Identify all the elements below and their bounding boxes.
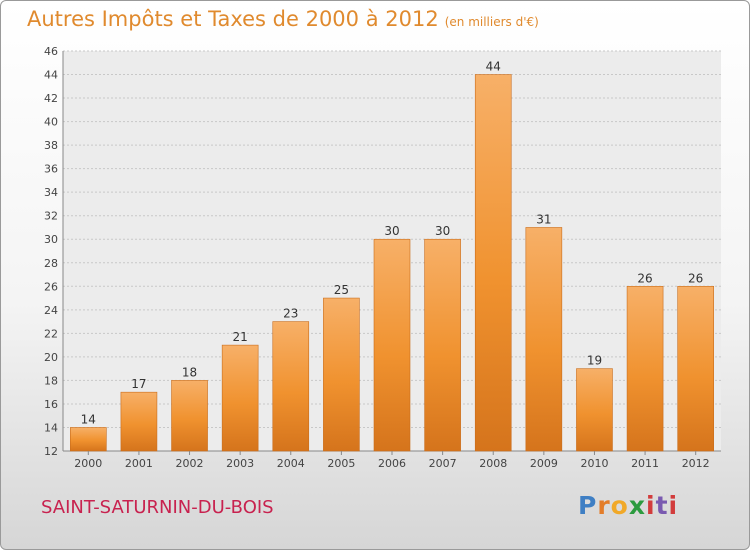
y-tick-label: 36: [44, 163, 58, 176]
bar: [272, 321, 310, 452]
x-tick-label: 2001: [125, 457, 153, 470]
chart-title: Autres Impôts et Taxes de 2000 à 2012 (en…: [27, 7, 539, 31]
x-tick-label: 2000: [74, 457, 102, 470]
y-tick-label: 40: [44, 116, 58, 129]
bar: [373, 238, 411, 452]
x-tick-label: 2008: [479, 457, 507, 470]
bar: [424, 238, 461, 452]
proxiti-logo: Proxiti: [578, 491, 678, 520]
x-tick-label: 2002: [176, 457, 204, 470]
logo-letter: i: [646, 491, 656, 520]
y-tick-label: 44: [44, 69, 58, 82]
y-tick-label: 46: [44, 45, 58, 58]
data-label: 30: [384, 224, 399, 238]
bar: [221, 344, 259, 452]
y-tick-label: 16: [44, 398, 58, 411]
logo-letter: o: [610, 491, 629, 520]
y-tick-label: 38: [44, 139, 58, 152]
bar: [171, 380, 208, 452]
y-tick-label: 18: [44, 374, 58, 387]
y-tick-label: 12: [44, 445, 58, 458]
logo-letter: i: [668, 491, 679, 520]
data-label: 23: [283, 307, 298, 321]
x-tick-label: 2007: [429, 457, 457, 470]
bar: [626, 285, 664, 452]
commune-name: SAINT-SATURNIN-DU-BOIS: [41, 497, 274, 518]
x-tick-label: 2010: [580, 457, 608, 470]
data-label: 17: [131, 377, 146, 391]
data-label: 19: [587, 354, 602, 368]
data-label: 18: [182, 365, 197, 379]
y-tick-label: 28: [44, 257, 58, 270]
bar: [323, 297, 360, 452]
logo-letter: t: [655, 491, 669, 520]
bar: [70, 427, 107, 452]
x-tick-label: 2005: [327, 457, 355, 470]
bar: [576, 368, 613, 452]
data-label: 30: [435, 224, 450, 238]
logo-letter: r: [597, 491, 611, 520]
logo-letter: P: [578, 491, 598, 520]
bar: [677, 285, 714, 452]
x-tick-label: 2012: [682, 457, 710, 470]
data-label: 26: [637, 271, 652, 285]
data-label: 31: [536, 212, 551, 226]
y-tick-label: 14: [44, 421, 58, 434]
y-tick-label: 42: [44, 92, 58, 105]
x-tick-label: 2011: [631, 457, 659, 470]
data-label: 14: [81, 412, 96, 426]
x-tick-label: 2006: [378, 457, 406, 470]
chart-unit: (en milliers d'€): [444, 15, 539, 29]
data-label: 25: [334, 283, 349, 297]
y-tick-label: 34: [44, 186, 58, 199]
bar: [120, 391, 158, 452]
logo-letter: x: [628, 491, 646, 520]
data-label: 21: [233, 330, 248, 344]
data-label: 26: [688, 271, 703, 285]
y-tick-label: 26: [44, 280, 58, 293]
data-label: 44: [486, 60, 501, 74]
x-tick-label: 2004: [277, 457, 305, 470]
y-tick-label: 22: [44, 327, 58, 340]
bar: [525, 227, 563, 452]
chart-title-text: Autres Impôts et Taxes de 2000 à 2012: [27, 7, 439, 31]
x-tick-label: 2003: [226, 457, 254, 470]
y-tick-label: 20: [44, 351, 58, 364]
x-tick-label: 2009: [530, 457, 558, 470]
y-tick-label: 32: [44, 210, 58, 223]
y-tick-label: 30: [44, 233, 58, 246]
y-tick-label: 24: [44, 304, 58, 317]
bar: [474, 74, 512, 452]
